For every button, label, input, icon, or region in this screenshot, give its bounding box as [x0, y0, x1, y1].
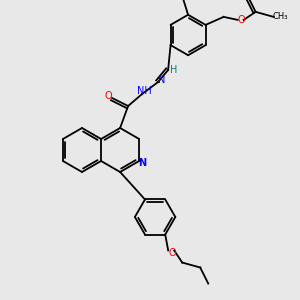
Text: N: N	[158, 75, 166, 85]
Text: NH: NH	[137, 86, 152, 96]
Text: CH₃: CH₃	[273, 12, 288, 21]
Text: H: H	[170, 65, 178, 75]
Text: O: O	[238, 15, 245, 25]
Text: O: O	[104, 91, 112, 101]
Text: N: N	[138, 158, 146, 168]
Text: O: O	[168, 248, 176, 257]
